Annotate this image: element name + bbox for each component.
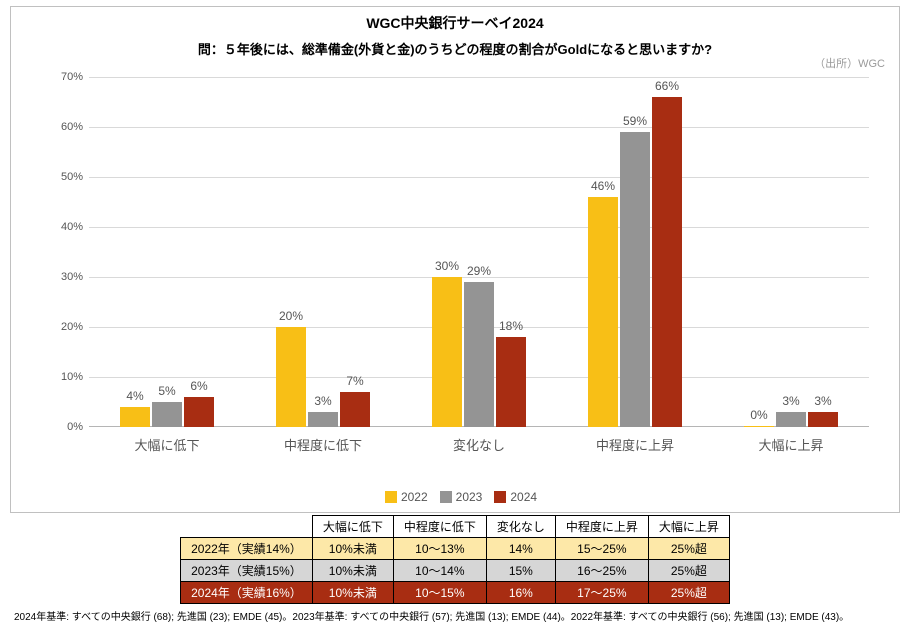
table-header-cell: 変化なし: [486, 516, 555, 538]
bar-value-label: 6%: [184, 379, 214, 393]
legend-swatch: [385, 491, 397, 503]
bar: 59%: [620, 132, 650, 427]
table-cell: 16～25%: [555, 560, 648, 582]
bar: 30%: [432, 277, 462, 427]
table-row-header: 2024年（実績16%）: [181, 582, 313, 604]
table-cell: 14%: [486, 538, 555, 560]
table-cell: 15～25%: [555, 538, 648, 560]
bar: 3%: [808, 412, 838, 427]
bar: 46%: [588, 197, 618, 427]
table-cell: 15%: [486, 560, 555, 582]
chart-title-2: 問：５年後には、総準備金(外貨と金)のうちどの程度の割合がGoldになると思いま…: [11, 39, 899, 58]
table-cell: 25%超: [648, 538, 729, 560]
legend-label: 2024: [510, 490, 537, 504]
chart-title-1: WGC中央銀行サーベイ2024: [11, 13, 899, 33]
bar: 20%: [276, 327, 306, 427]
table-header-row: 大幅に低下中程度に低下変化なし中程度に上昇大幅に上昇: [181, 516, 730, 538]
page-root: WGC中央銀行サーベイ2024 問：５年後には、総準備金(外貨と金)のうちどの程…: [0, 0, 910, 584]
category-label: 中程度に低下: [245, 435, 401, 454]
chart-container: WGC中央銀行サーベイ2024 問：５年後には、総準備金(外貨と金)のうちどの程…: [10, 6, 900, 513]
data-table: 大幅に低下中程度に低下変化なし中程度に上昇大幅に上昇2022年（実績14%）10…: [180, 515, 730, 604]
gridline: [89, 177, 869, 178]
gridline: [89, 77, 869, 78]
table-cell: 10～15%: [393, 582, 486, 604]
bar: 6%: [184, 397, 214, 427]
category-label: 中程度に上昇: [557, 435, 713, 454]
bar: 18%: [496, 337, 526, 427]
table-header-cell: 大幅に上昇: [648, 516, 729, 538]
table-row: 2023年（実績15%）10%未満10～14%15%16～25%25%超: [181, 560, 730, 582]
bar-value-label: 59%: [620, 114, 650, 128]
table-header-cell: 大幅に低下: [312, 516, 393, 538]
bar: 0%: [744, 426, 774, 427]
table-row: 2022年（実績14%）10%未満10～13%14%15～25%25%超: [181, 538, 730, 560]
bar-value-label: 3%: [308, 394, 338, 408]
legend-label: 2022: [401, 490, 428, 504]
bar: 7%: [340, 392, 370, 427]
y-tick-label: 50%: [47, 171, 83, 183]
bar: 5%: [152, 402, 182, 427]
bar-value-label: 0%: [744, 408, 774, 422]
gridline: [89, 227, 869, 228]
bar: 4%: [120, 407, 150, 427]
y-tick-label: 20%: [47, 321, 83, 333]
bar-value-label: 7%: [340, 374, 370, 388]
table-cell: 16%: [486, 582, 555, 604]
category-label: 大幅に低下: [89, 435, 245, 454]
category-label: 大幅に上昇: [713, 435, 869, 454]
table-row: 2024年（実績16%）10%未満10～15%16%17～25%25%超: [181, 582, 730, 604]
y-tick-label: 70%: [47, 71, 83, 83]
table-cell: 10～13%: [393, 538, 486, 560]
table-cell: 10%未満: [312, 538, 393, 560]
y-tick-label: 40%: [47, 221, 83, 233]
table-row-header: 2023年（実績15%）: [181, 560, 313, 582]
bar-value-label: 20%: [276, 309, 306, 323]
bar-value-label: 30%: [432, 259, 462, 273]
gridline: [89, 127, 869, 128]
table-cell: 10～14%: [393, 560, 486, 582]
bar-value-label: 29%: [464, 264, 494, 278]
legend: 2022 2023 2024: [11, 489, 899, 504]
bar-value-label: 5%: [152, 384, 182, 398]
bar: 29%: [464, 282, 494, 427]
bar-value-label: 3%: [776, 394, 806, 408]
y-tick-label: 0%: [47, 421, 83, 433]
table-cell: 25%超: [648, 582, 729, 604]
bar: 3%: [776, 412, 806, 427]
bar-value-label: 18%: [496, 319, 526, 333]
y-tick-label: 10%: [47, 371, 83, 383]
bar-value-label: 4%: [120, 389, 150, 403]
chart-source: （出所）WGC: [814, 55, 885, 71]
bar-value-label: 46%: [588, 179, 618, 193]
bar: 66%: [652, 97, 682, 427]
table-row-header: 2022年（実績14%）: [181, 538, 313, 560]
y-tick-label: 60%: [47, 121, 83, 133]
table-header-cell: 中程度に低下: [393, 516, 486, 538]
bar-value-label: 3%: [808, 394, 838, 408]
table-cell: 10%未満: [312, 560, 393, 582]
y-tick-label: 30%: [47, 271, 83, 283]
legend-label: 2023: [456, 490, 483, 504]
category-label: 変化なし: [401, 435, 557, 454]
footnote: 2024年基準: すべての中央銀行 (68); 先進国 (23); EMDE (…: [10, 606, 900, 623]
legend-swatch: [440, 491, 452, 503]
bar-value-label: 66%: [652, 79, 682, 93]
table-header-cell: [181, 516, 313, 538]
legend-swatch: [494, 491, 506, 503]
table-cell: 25%超: [648, 560, 729, 582]
table-cell: 10%未満: [312, 582, 393, 604]
bar: 3%: [308, 412, 338, 427]
plot-area: 0%10%20%30%40%50%60%70%大幅に低下4%5%6%中程度に低下…: [89, 77, 869, 427]
table-header-cell: 中程度に上昇: [555, 516, 648, 538]
table-cell: 17～25%: [555, 582, 648, 604]
